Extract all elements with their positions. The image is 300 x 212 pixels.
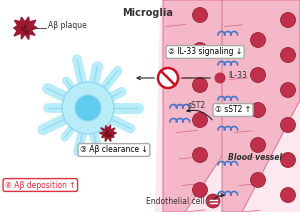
Circle shape (193, 113, 208, 127)
Circle shape (280, 152, 296, 167)
Text: ③ Aβ clearance ↓: ③ Aβ clearance ↓ (80, 145, 148, 155)
Polygon shape (99, 125, 116, 142)
Circle shape (280, 82, 296, 98)
Text: Microglia: Microglia (123, 8, 173, 18)
Text: ② IL-33 signaling ↓: ② IL-33 signaling ↓ (168, 47, 242, 57)
Circle shape (75, 95, 101, 121)
Circle shape (193, 183, 208, 198)
Circle shape (250, 32, 266, 47)
Circle shape (62, 82, 114, 134)
Text: ① sST2 ↑: ① sST2 ↑ (215, 106, 251, 114)
Circle shape (280, 187, 296, 202)
Text: sST2: sST2 (188, 102, 206, 110)
Text: Aβ plaque: Aβ plaque (48, 21, 87, 31)
Polygon shape (14, 17, 37, 39)
Circle shape (158, 68, 178, 88)
Text: Blood vessel: Blood vessel (228, 153, 282, 163)
Polygon shape (163, 0, 300, 212)
Text: IL-33: IL-33 (228, 71, 247, 81)
Circle shape (193, 42, 208, 57)
Polygon shape (155, 5, 300, 212)
Text: Endothelial cell: Endothelial cell (146, 198, 204, 206)
Circle shape (250, 67, 266, 82)
Circle shape (193, 148, 208, 163)
Circle shape (206, 194, 220, 208)
Polygon shape (222, 0, 300, 212)
Circle shape (193, 78, 208, 92)
Circle shape (250, 102, 266, 117)
Circle shape (214, 73, 226, 84)
Circle shape (250, 138, 266, 152)
Circle shape (280, 13, 296, 28)
Circle shape (280, 117, 296, 132)
Circle shape (193, 7, 208, 22)
Circle shape (280, 47, 296, 63)
Text: ④ Aβ deposition ↑: ④ Aβ deposition ↑ (5, 180, 76, 190)
Circle shape (250, 173, 266, 187)
